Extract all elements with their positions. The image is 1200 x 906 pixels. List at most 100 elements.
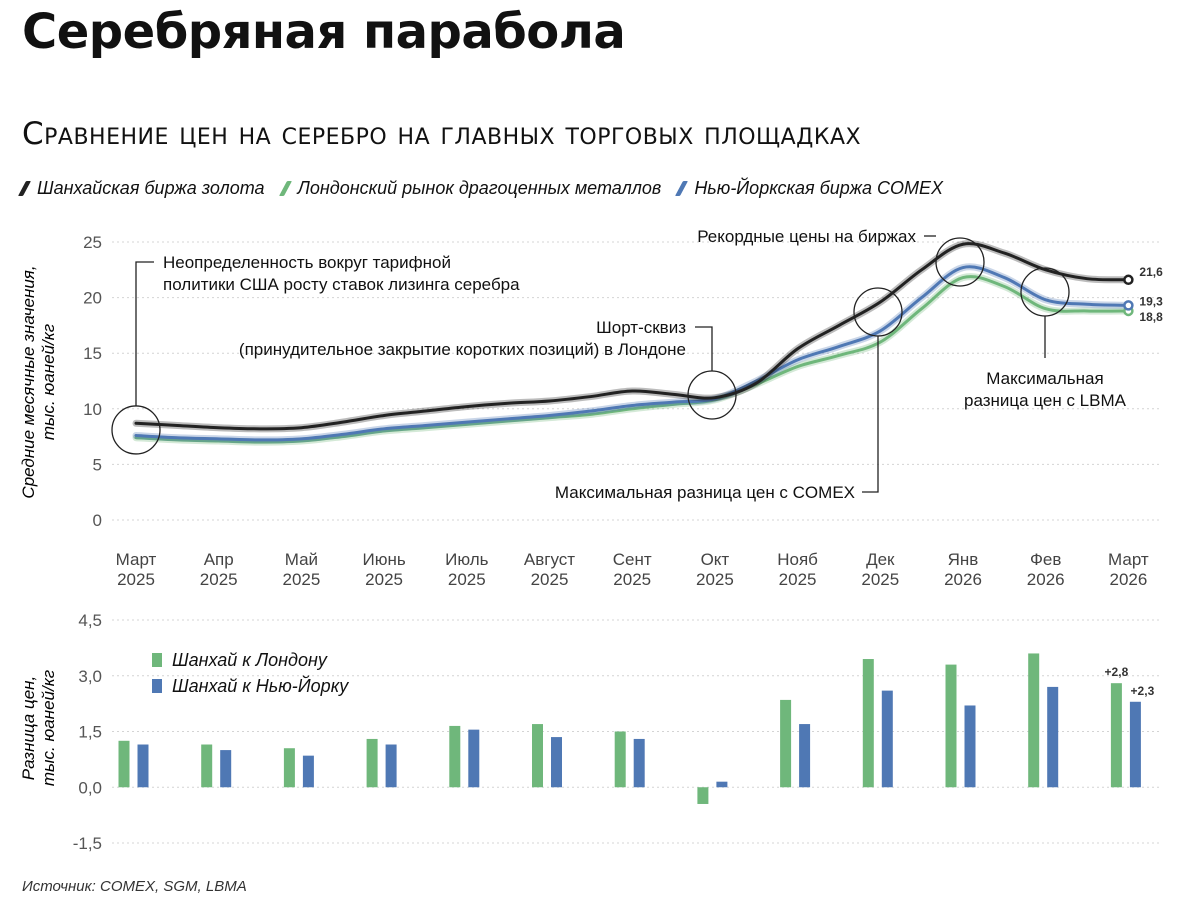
y-tick-label: 15 — [83, 344, 102, 363]
bar-newyork — [302, 755, 314, 788]
bar-london — [862, 659, 874, 788]
annotation-text-comex: Максимальная разница цен с COMEX — [555, 483, 855, 502]
bar-end-label-newyork: +2,3 — [1131, 684, 1155, 698]
series-line-glow-london — [132, 273, 1132, 446]
bar-london — [449, 725, 461, 788]
legend-label-shanghai: Шанхайская биржа золота — [37, 178, 265, 198]
x-tick-label: 2025 — [531, 570, 569, 589]
bar-newyork — [1047, 686, 1059, 788]
annotation-marker-record — [935, 237, 985, 287]
y-tick-label: 25 — [83, 233, 102, 252]
annotation-text-lbma: Максимальная — [986, 369, 1103, 388]
x-tick-label: 2025 — [365, 570, 403, 589]
bar-newyork — [716, 781, 728, 788]
bar-london — [945, 664, 957, 788]
series-end-point-shanghai — [1123, 274, 1134, 286]
end-value-label-shanghai: 21,6 — [1139, 265, 1163, 279]
y-tick-label: 3,0 — [78, 667, 102, 686]
bar-newyork — [881, 690, 893, 788]
bar-london — [366, 738, 378, 788]
x-tick-label: 2025 — [779, 570, 817, 589]
x-tick-label: Дек — [866, 550, 895, 569]
y-tick-label: 0,0 — [78, 778, 102, 797]
y-axis-label-line: Разница цен, — [19, 676, 38, 780]
annotation-leader-tariff — [135, 261, 154, 406]
annotation-text-lbma: разница цен с LBMA — [964, 391, 1127, 410]
chart-subtitle: Сравнение цен на серебро на главных торг… — [22, 116, 862, 152]
y-tick-label: 4,5 — [78, 611, 102, 630]
x-tick-label: 2025 — [117, 570, 155, 589]
series-line-london — [134, 275, 1130, 444]
bar-legend-label-newyork: Шанхай к Нью-Йорку — [172, 675, 349, 696]
chart-legend: Шанхайская биржа золота Лондонский рынок… — [18, 178, 961, 199]
x-tick-label: Янв — [948, 550, 979, 569]
x-tick-label: Нояб — [777, 550, 818, 569]
y-axis-label-line: Средние месячные значения, — [19, 265, 38, 498]
x-tick-label: Июнь — [362, 550, 405, 569]
end-value-label-newyork: 19,3 — [1139, 294, 1163, 308]
series-line-newyork — [134, 265, 1130, 442]
bar-newyork — [551, 737, 562, 788]
legend-item-london: Лондонский рынок драгоценных металлов — [278, 178, 661, 199]
bar-end-label-london: +2,8 — [1105, 665, 1129, 679]
annotation-text-squeeze: (принудительное закрытие коротких позици… — [239, 340, 686, 359]
x-tick-label: Сент — [613, 550, 652, 569]
y-tick-label: 20 — [83, 289, 102, 308]
bar-london — [1028, 653, 1040, 788]
y-tick-label: 1,5 — [78, 723, 102, 742]
bar-legend-swatch-london — [152, 653, 162, 667]
bar-legend-label-london: Шанхай к Лондону — [172, 650, 328, 670]
bar-london — [697, 787, 709, 804]
bar-london — [1110, 683, 1122, 788]
x-tick-label: 2025 — [282, 570, 320, 589]
x-tick-label: 2025 — [200, 570, 238, 589]
x-tick-label: Апр — [204, 550, 234, 569]
bar-newyork — [1129, 701, 1141, 788]
legend-swatch-london — [278, 181, 292, 196]
annotation-text-tariff: Неопределенность вокруг тарифной — [163, 253, 451, 272]
x-tick-label: Март — [1108, 550, 1149, 569]
series-line-shanghai — [134, 242, 1130, 431]
bar-newyork — [137, 744, 149, 788]
y-tick-label: -1,5 — [73, 834, 102, 853]
x-tick-label: 2025 — [861, 570, 899, 589]
bar-newyork — [633, 738, 645, 788]
y-axis-label-line: тыс. юаней/кг — [39, 324, 58, 440]
annotation-leader-squeeze — [695, 326, 713, 371]
x-tick-label: 2026 — [1109, 570, 1147, 589]
bar-newyork — [220, 750, 232, 788]
x-tick-label: 2026 — [1027, 570, 1065, 589]
x-tick-label: Август — [524, 550, 575, 569]
legend-item-shanghai: Шанхайская биржа золота — [18, 178, 265, 199]
bar-newyork — [385, 744, 397, 788]
x-tick-label: Июль — [445, 550, 489, 569]
bar-london — [118, 740, 130, 788]
y-axis-label: Средние месячные значения,тыс. юаней/кг — [19, 265, 58, 498]
x-tick-label: 2025 — [448, 570, 486, 589]
annotation-text-squeeze: Шорт-сквиз — [596, 318, 686, 337]
y-tick-label: 0 — [93, 511, 102, 530]
annotation-leader-comex — [862, 336, 879, 493]
annotation-text-tariff: политики США росту ставок лизинга серебр… — [163, 275, 520, 294]
bar-london — [614, 731, 626, 788]
legend-swatch-shanghai — [18, 181, 31, 196]
legend-item-newyork: Нью-Йоркская биржа COMEX — [675, 178, 943, 199]
bar-london — [201, 744, 213, 788]
bar-newyork — [964, 705, 976, 788]
x-tick-label: 2026 — [944, 570, 982, 589]
bar-legend-swatch-newyork — [152, 679, 162, 693]
y-axis-label: Разница цен,тыс. юаней/кг — [19, 670, 58, 786]
x-tick-label: 2025 — [696, 570, 734, 589]
x-tick-label: Фев — [1030, 550, 1061, 569]
end-value-label-london: 18,8 — [1139, 310, 1163, 324]
y-tick-label: 5 — [93, 455, 102, 474]
bar-london — [532, 724, 543, 788]
x-tick-label: Окт — [701, 550, 730, 569]
bar-london — [283, 748, 295, 788]
x-tick-label: Март — [116, 550, 157, 569]
bar-newyork — [799, 724, 811, 788]
legend-label-newyork: Нью-Йоркская биржа COMEX — [694, 178, 943, 198]
source-note: Источник: COMEX, SGM, LBMA — [22, 878, 247, 895]
page-title: Серебряная парабола — [22, 4, 626, 60]
